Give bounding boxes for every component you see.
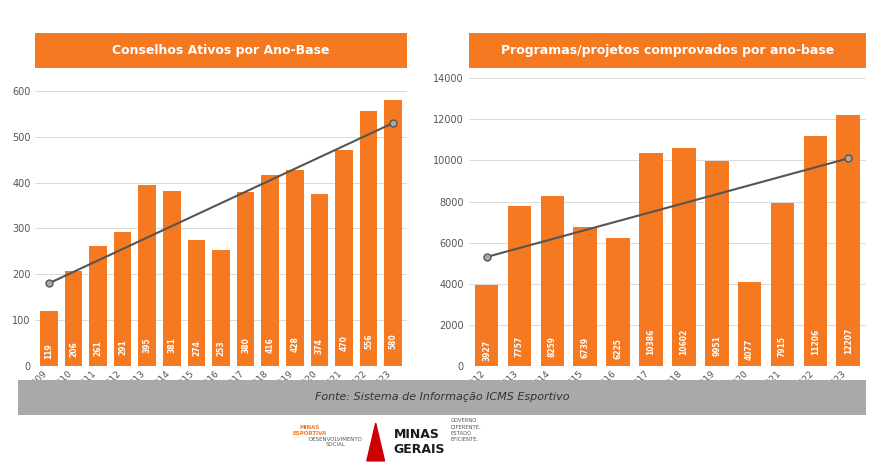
Bar <box>187 240 205 366</box>
Bar <box>89 246 107 366</box>
Bar <box>385 100 402 366</box>
Bar <box>310 195 328 366</box>
Text: 10602: 10602 <box>680 329 689 355</box>
Bar <box>540 196 564 366</box>
Text: 119: 119 <box>44 344 53 359</box>
Bar <box>738 282 761 366</box>
Bar <box>771 203 795 366</box>
Text: 556: 556 <box>364 334 373 349</box>
Bar <box>705 161 728 366</box>
Bar <box>639 152 663 366</box>
Text: Programas/projetos comprovados por ano-base: Programas/projetos comprovados por ano-b… <box>501 44 834 57</box>
Text: 381: 381 <box>167 338 176 354</box>
Text: GOVERNO
DIFERENTE.
ESTADO
EFICIENTE.: GOVERNO DIFERENTE. ESTADO EFICIENTE. <box>451 418 482 442</box>
Bar <box>507 206 531 366</box>
Text: 6739: 6739 <box>581 337 590 358</box>
Bar <box>475 285 499 366</box>
Text: 416: 416 <box>266 337 275 353</box>
Text: 374: 374 <box>315 338 324 354</box>
Text: 10386: 10386 <box>646 329 655 355</box>
Bar <box>114 233 132 366</box>
Polygon shape <box>367 423 385 461</box>
Bar <box>360 111 377 366</box>
Text: 395: 395 <box>142 338 152 353</box>
Bar <box>65 272 82 366</box>
Bar <box>286 170 303 366</box>
Text: 12207: 12207 <box>843 327 853 354</box>
Bar <box>262 175 279 366</box>
Text: Fonte: Sistema de Informação ICMS Esportivo: Fonte: Sistema de Informação ICMS Esport… <box>315 393 569 402</box>
Text: Conselhos Ativos por Ano-Base: Conselhos Ativos por Ano-Base <box>112 44 330 57</box>
Text: 8259: 8259 <box>548 336 557 357</box>
Bar <box>139 185 156 366</box>
Text: 274: 274 <box>192 340 201 356</box>
Text: 206: 206 <box>69 342 78 357</box>
Text: 580: 580 <box>389 333 398 349</box>
Text: 261: 261 <box>94 340 103 356</box>
Bar <box>237 192 255 366</box>
Text: 253: 253 <box>217 341 225 356</box>
Text: 7757: 7757 <box>515 336 524 357</box>
Text: 428: 428 <box>290 336 300 352</box>
Text: 3927: 3927 <box>482 340 492 361</box>
Bar <box>335 151 353 366</box>
Bar <box>40 311 57 366</box>
Bar <box>574 227 597 366</box>
Text: DESENVOLVIMENTO
SOCIAL: DESENVOLVIMENTO SOCIAL <box>309 437 362 447</box>
Text: 291: 291 <box>118 340 127 356</box>
Bar <box>163 191 180 366</box>
Text: 6225: 6225 <box>613 338 622 359</box>
Bar <box>804 136 827 366</box>
Text: MINAS
GERAIS: MINAS GERAIS <box>393 428 445 456</box>
Text: 4077: 4077 <box>745 339 754 360</box>
Text: 9951: 9951 <box>713 335 721 356</box>
Text: 7915: 7915 <box>778 336 787 357</box>
Bar <box>672 148 696 366</box>
Text: 470: 470 <box>339 335 348 351</box>
Text: 11206: 11206 <box>811 328 819 355</box>
Bar <box>836 115 860 366</box>
Text: 380: 380 <box>241 338 250 354</box>
Text: MINAS
ESPORTIVA: MINAS ESPORTIVA <box>293 425 326 436</box>
Bar <box>606 238 630 366</box>
Bar <box>212 250 230 366</box>
